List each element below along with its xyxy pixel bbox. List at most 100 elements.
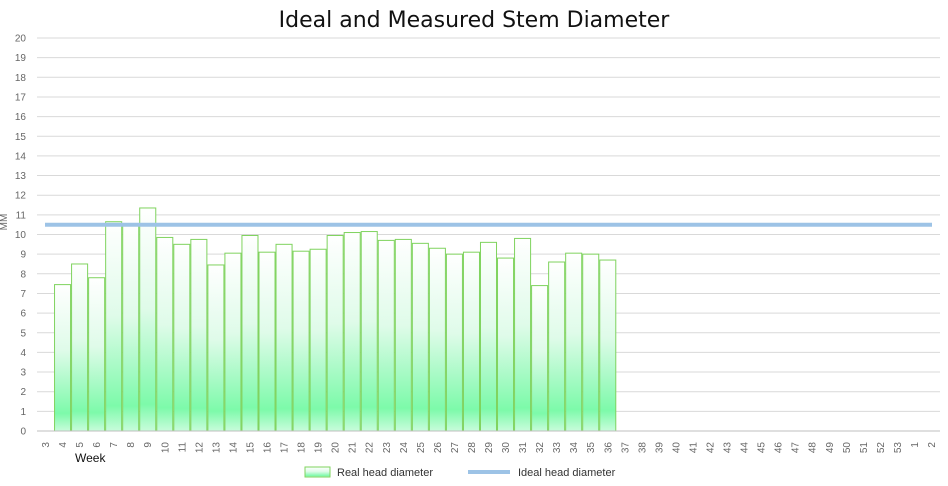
x-tick-label: 52 bbox=[876, 442, 887, 454]
y-tick-label: 9 bbox=[20, 250, 26, 261]
bar-week-19 bbox=[309, 248, 327, 432]
x-tick-label: 50 bbox=[842, 442, 853, 454]
x-tick-label: 31 bbox=[518, 442, 529, 454]
bar-week-34 bbox=[565, 252, 583, 432]
bar-week-6 bbox=[88, 277, 106, 432]
y-tick-label: 19 bbox=[15, 53, 27, 64]
bar-week-28 bbox=[462, 251, 480, 432]
bar-week-14 bbox=[224, 252, 242, 432]
x-tick-label: 25 bbox=[416, 442, 427, 454]
y-tick-label: 17 bbox=[15, 92, 27, 103]
y-tick-label: 3 bbox=[20, 368, 26, 379]
bar-week-12 bbox=[190, 238, 208, 432]
bar-week-18 bbox=[292, 250, 310, 432]
x-tick-label: 6 bbox=[92, 442, 103, 448]
x-tick-label: 10 bbox=[160, 442, 171, 454]
x-tick-label: 40 bbox=[671, 442, 682, 454]
x-tick-label: 28 bbox=[467, 442, 478, 454]
y-tick-label: 1 bbox=[20, 407, 26, 418]
x-tick-label: 45 bbox=[757, 442, 768, 454]
bar-week-10 bbox=[156, 236, 174, 432]
y-tick-label: 20 bbox=[15, 34, 27, 45]
x-tick-label: 37 bbox=[620, 442, 631, 454]
x-tick-label: 7 bbox=[109, 442, 120, 448]
x-tick-label: 23 bbox=[382, 442, 393, 454]
x-tick-label: 48 bbox=[808, 442, 819, 454]
x-tick-label: 26 bbox=[433, 442, 444, 454]
bar-week-26 bbox=[428, 247, 446, 432]
y-tick-label: 12 bbox=[15, 191, 27, 202]
x-tick-label: 49 bbox=[825, 442, 836, 454]
x-tick-label: 3 bbox=[41, 442, 52, 448]
bar-week-35 bbox=[582, 253, 600, 432]
y-tick-label: 4 bbox=[20, 348, 26, 359]
x-tick-label: 17 bbox=[280, 442, 291, 454]
y-tick-label: 7 bbox=[20, 289, 26, 300]
x-tick-label: 39 bbox=[654, 442, 665, 454]
x-tick-label: 8 bbox=[126, 442, 137, 448]
bar-week-20 bbox=[326, 234, 344, 432]
x-tick-label: 12 bbox=[194, 442, 205, 454]
bar-week-7 bbox=[105, 221, 123, 432]
x-tick-label: 4 bbox=[58, 442, 69, 448]
x-tick-label: 5 bbox=[75, 442, 86, 448]
x-tick-label: 15 bbox=[246, 442, 257, 454]
y-tick-label: 5 bbox=[20, 328, 26, 339]
bar-week-15 bbox=[241, 234, 259, 432]
x-tick-label: 53 bbox=[893, 442, 904, 454]
x-tick-label: 38 bbox=[637, 442, 648, 454]
bar-week-16 bbox=[258, 251, 276, 432]
bar-week-8 bbox=[122, 223, 140, 432]
y-tick-label: 6 bbox=[20, 309, 26, 320]
x-tick-label: 22 bbox=[365, 442, 376, 454]
x-tick-label: 13 bbox=[211, 442, 222, 454]
bar-week-30 bbox=[497, 257, 515, 432]
legend-label-ideal: Ideal head diameter bbox=[518, 467, 616, 479]
x-tick-label: 36 bbox=[603, 442, 614, 454]
bar-week-13 bbox=[207, 264, 225, 432]
legend: Real head diameter Ideal head diameter bbox=[304, 466, 616, 479]
x-tick-label: 30 bbox=[501, 442, 512, 454]
x-tick-label: 44 bbox=[740, 442, 751, 454]
x-tick-label: 42 bbox=[706, 442, 717, 454]
bar-week-23 bbox=[377, 239, 395, 432]
x-tick-label: 43 bbox=[723, 442, 734, 454]
bar-week-33 bbox=[548, 261, 566, 432]
x-tick-label: 29 bbox=[484, 442, 495, 454]
x-tick-label: 51 bbox=[859, 442, 870, 454]
x-tick-label: 19 bbox=[314, 442, 325, 454]
y-tick-label: 10 bbox=[15, 230, 27, 241]
y-tick-label: 15 bbox=[15, 132, 27, 143]
x-tick-label: 1 bbox=[910, 442, 921, 448]
x-tick-label: 16 bbox=[263, 442, 274, 454]
bar-week-5 bbox=[71, 263, 89, 432]
x-tick-label: 34 bbox=[569, 442, 580, 454]
x-tick-label: 2 bbox=[927, 442, 938, 448]
bar-week-21 bbox=[343, 232, 361, 432]
bar-week-25 bbox=[411, 242, 429, 432]
x-tick-label: 41 bbox=[689, 442, 700, 454]
x-tick-label: 9 bbox=[143, 442, 154, 448]
x-tick-label: 14 bbox=[228, 442, 239, 454]
bar-week-36 bbox=[599, 259, 617, 432]
legend-label-real: Real head diameter bbox=[337, 467, 433, 479]
x-tick-label: 33 bbox=[552, 442, 563, 454]
y-tick-label: 14 bbox=[15, 151, 27, 162]
bar-week-22 bbox=[360, 231, 378, 432]
bar-week-27 bbox=[445, 253, 463, 432]
x-axis-ticks: 3 4 5 6 7 8 9 10 11 12 13 14 15 16 17 18 19 20 21 22 23 24 25 2… bbox=[41, 442, 938, 454]
x-tick-label: 32 bbox=[535, 442, 546, 454]
bar-week-4 bbox=[54, 284, 72, 432]
y-tick-label: 18 bbox=[15, 73, 27, 84]
bar-week-31 bbox=[514, 237, 532, 432]
x-tick-label: 27 bbox=[450, 442, 461, 454]
x-tick-label: 18 bbox=[297, 442, 308, 454]
bar-week-32 bbox=[531, 285, 549, 432]
x-axis-label: Week bbox=[75, 451, 106, 465]
x-tick-label: 24 bbox=[399, 442, 410, 454]
y-tick-label: 16 bbox=[15, 112, 27, 123]
y-tick-label: 2 bbox=[20, 387, 26, 398]
bar-week-24 bbox=[394, 238, 412, 432]
x-tick-label: 46 bbox=[774, 442, 785, 454]
y-tick-label: 8 bbox=[20, 269, 26, 280]
